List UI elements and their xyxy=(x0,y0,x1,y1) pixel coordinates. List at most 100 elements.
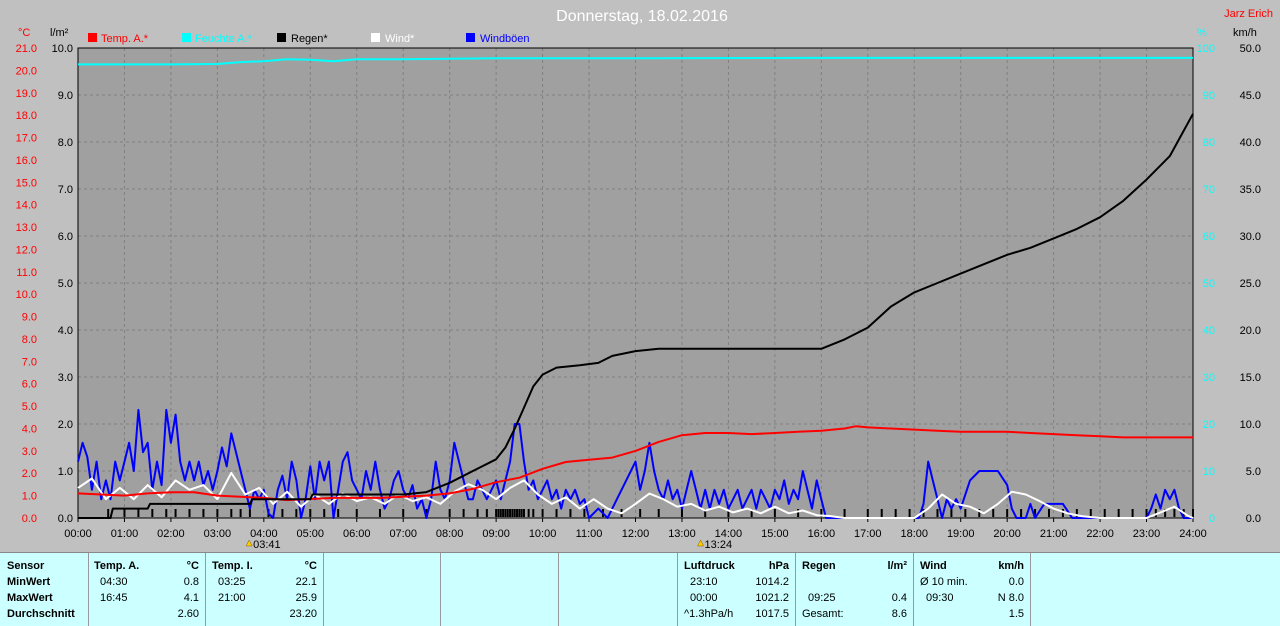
x-tick-label: 15:00 xyxy=(761,528,789,540)
rain-total-value: 8.6 xyxy=(891,608,907,620)
humidity-tick-label: 0 xyxy=(1209,513,1215,525)
legend-label-gusts: Windböen xyxy=(480,33,530,45)
temp-tick-label: 18.0 xyxy=(16,110,37,122)
x-tick-label: 04:00 xyxy=(250,528,278,540)
legend: Temp. A.* Feuchte A.* Regen* Wind* Windb… xyxy=(88,33,530,45)
rain-tick-label: 6.0 xyxy=(58,231,73,243)
rain-line xyxy=(78,113,1194,519)
humidity-tick-label: 100 xyxy=(1197,43,1215,55)
statistics-panel: Sensor MinWert MaxWert Durchschnitt Temp… xyxy=(0,552,1280,626)
legend-swatch-gusts xyxy=(466,33,475,42)
x-tick-label: 09:00 xyxy=(482,528,510,540)
x-tick-label: 13:00 xyxy=(668,528,696,540)
temp-tick-label: 8.0 xyxy=(22,334,37,346)
temp-tick-label: 16.0 xyxy=(16,155,37,167)
wind-tick-label: 20.0 xyxy=(1240,325,1261,337)
rain-max-value: 0.4 xyxy=(891,592,907,604)
wind-tick-label: 25.0 xyxy=(1240,278,1261,290)
wind-tick-label: 35.0 xyxy=(1240,184,1261,196)
temp-tick-label: 4.0 xyxy=(22,423,37,435)
legend-swatch-rain xyxy=(277,33,286,42)
row-label-min: MinWert xyxy=(7,576,51,588)
temp-a-max-time: 16:45 xyxy=(100,592,128,604)
x-tick-label: 16:00 xyxy=(808,528,836,540)
rain-tick-label: 8.0 xyxy=(58,137,73,149)
weather-chart: Donnerstag, 18.02.2016 Jarz Erich Temp. … xyxy=(15,8,1273,551)
x-tick-label: 18:00 xyxy=(900,528,928,540)
stats-temp-inside-column: Temp. I. °C 03:25 22.1 21:00 25.9 23.20 xyxy=(205,553,324,626)
humidity-tick-label: 60 xyxy=(1203,231,1215,243)
legend-swatch-humidity xyxy=(182,33,191,42)
temp-axis-unit: °C xyxy=(18,27,30,39)
temp-tick-label: 13.0 xyxy=(16,222,37,234)
temp-i-unit: °C xyxy=(304,560,317,572)
rain-tick-label: 1.0 xyxy=(58,466,73,478)
pressure-trend: ^1.3hPa/h xyxy=(684,608,734,620)
temp-tick-label: 10.0 xyxy=(16,289,37,301)
humidity-line xyxy=(78,56,1193,66)
wind-tick-label: 50.0 xyxy=(1240,43,1261,55)
humidity-tick-label: 10 xyxy=(1203,466,1215,478)
x-tick-label: 11:00 xyxy=(576,528,603,540)
rain-tick-label: 3.0 xyxy=(58,372,73,384)
wind-tick-label: 0.0 xyxy=(1246,513,1261,525)
plot-frame xyxy=(77,47,1194,519)
pressure-max-time: 00:00 xyxy=(690,592,718,604)
wind-axis-unit: km/h xyxy=(1233,27,1257,39)
wind-tick-label: 45.0 xyxy=(1240,90,1261,102)
x-tick-label: 24:00 xyxy=(1179,528,1207,540)
x-tick-label: 12:00 xyxy=(622,528,650,540)
humidity-tick-label: 90 xyxy=(1203,90,1215,102)
temp-tick-label: 20.0 xyxy=(16,65,37,77)
temp-tick-label: 12.0 xyxy=(16,244,37,256)
wind-avg10-label: Ø 10 min. xyxy=(920,576,968,588)
temp-i-max-value: 25.9 xyxy=(295,592,317,604)
legend-label-temp: Temp. A.* xyxy=(101,33,149,45)
x-tick-label: 23:00 xyxy=(1133,528,1161,540)
temp-i-average: 23.20 xyxy=(289,608,317,620)
sunrise-icon xyxy=(245,539,253,547)
legend-label-humidity: Feuchte A.* xyxy=(195,33,253,45)
x-tick-label: 06:00 xyxy=(343,528,371,540)
rain-axis-unit: l/m² xyxy=(50,27,69,39)
pressure-header: Luftdruck xyxy=(684,560,735,572)
humidity-tick-label: 30 xyxy=(1203,372,1215,384)
series-lines xyxy=(77,56,1194,519)
legend-label-wind: Wind* xyxy=(385,33,415,45)
wind-tick-label: 5.0 xyxy=(1246,466,1261,478)
temp-tick-label: 3.0 xyxy=(22,446,37,458)
pressure-min-value: 1014.2 xyxy=(755,576,789,588)
temp-a-max-value: 4.1 xyxy=(183,592,199,604)
stats-rain-column: Regen l/m² 09:25 0.4 Gesamt: 8.6 xyxy=(795,553,914,626)
wind-avg10-value: 0.0 xyxy=(1008,576,1024,588)
rain-total-label: Gesamt: xyxy=(802,608,844,620)
temp-tick-label: 6.0 xyxy=(22,379,37,391)
pressure-unit: hPa xyxy=(768,560,789,572)
stats-wind-column: Wind km/h Ø 10 min. 0.0 09:30 N 8.0 1.5 xyxy=(913,553,1031,626)
row-label-max: MaxWert xyxy=(7,592,53,604)
humidity-tick-label: 80 xyxy=(1203,137,1215,149)
temp-tick-label: 0.0 xyxy=(22,513,37,525)
chart-title: Donnerstag, 18.02.2016 xyxy=(556,8,728,25)
temp-a-average: 2.60 xyxy=(177,608,199,620)
sunset-icon xyxy=(697,539,704,547)
x-tick-label: 19:00 xyxy=(947,528,975,540)
temp-i-header: Temp. I. xyxy=(212,560,253,572)
x-tick-label: 05:00 xyxy=(297,528,325,540)
temp-i-min-value: 22.1 xyxy=(295,576,317,588)
temp-tick-label: 15.0 xyxy=(16,177,37,189)
wind-max-time: 09:30 xyxy=(926,592,954,604)
x-tick-label: 17:00 xyxy=(854,528,882,540)
temp-tick-label: 1.0 xyxy=(22,491,37,503)
sunset-time: 13:24 xyxy=(705,539,733,551)
pressure-average: 1017.5 xyxy=(755,608,789,620)
sensor-header: Sensor xyxy=(7,560,45,572)
wind-max-value: N 8.0 xyxy=(997,592,1024,604)
humidity-axis-unit: % xyxy=(1197,27,1207,39)
rain-tick-label: 9.0 xyxy=(58,90,73,102)
humidity-tick-label: 50 xyxy=(1203,278,1215,290)
x-tick-label: 07:00 xyxy=(389,528,417,540)
wind-tick-label: 10.0 xyxy=(1240,419,1261,431)
wind-header: Wind xyxy=(920,560,947,572)
x-tick-label: 14:00 xyxy=(715,528,743,540)
